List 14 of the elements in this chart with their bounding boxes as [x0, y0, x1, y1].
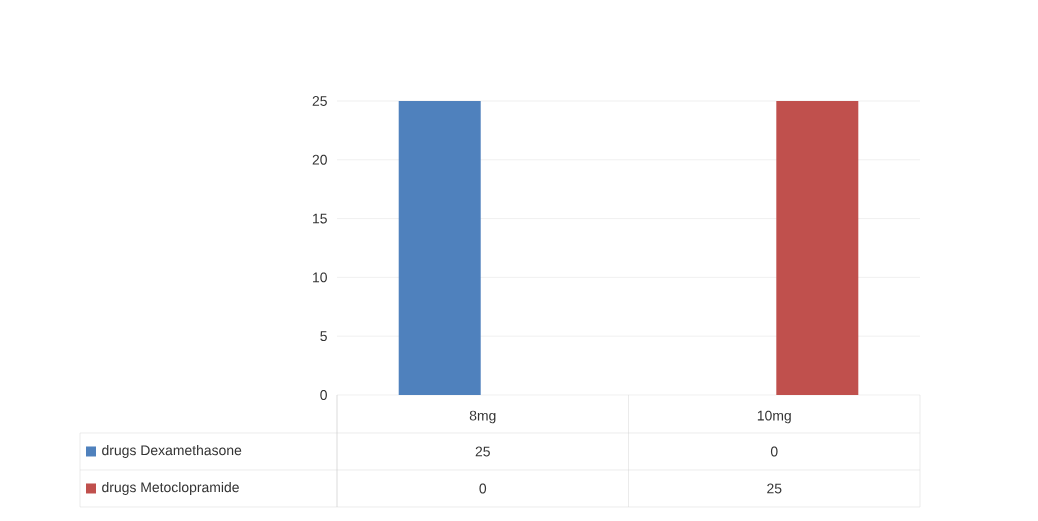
y-tick-label: 15 — [313, 213, 327, 224]
data-label: 0 — [770, 446, 778, 457]
y-tick-label: 0 — [320, 390, 327, 400]
legend-label: drugs Dexamethasone — [102, 444, 242, 458]
y-tick-label: 5 — [320, 331, 327, 342]
y-tick-label: 25 — [312, 96, 327, 106]
data-label: 25 — [475, 446, 490, 457]
data-label: 0 — [479, 483, 487, 494]
y-tick-label: 20 — [312, 154, 327, 165]
x-tick-label: 8mg — [469, 410, 496, 424]
x-tick-label: 10mg — [757, 410, 791, 424]
data-label: 25 — [767, 483, 782, 494]
y-tick-label: 10 — [313, 272, 327, 283]
legend-label: drugs Metoclopramide — [102, 481, 239, 495]
